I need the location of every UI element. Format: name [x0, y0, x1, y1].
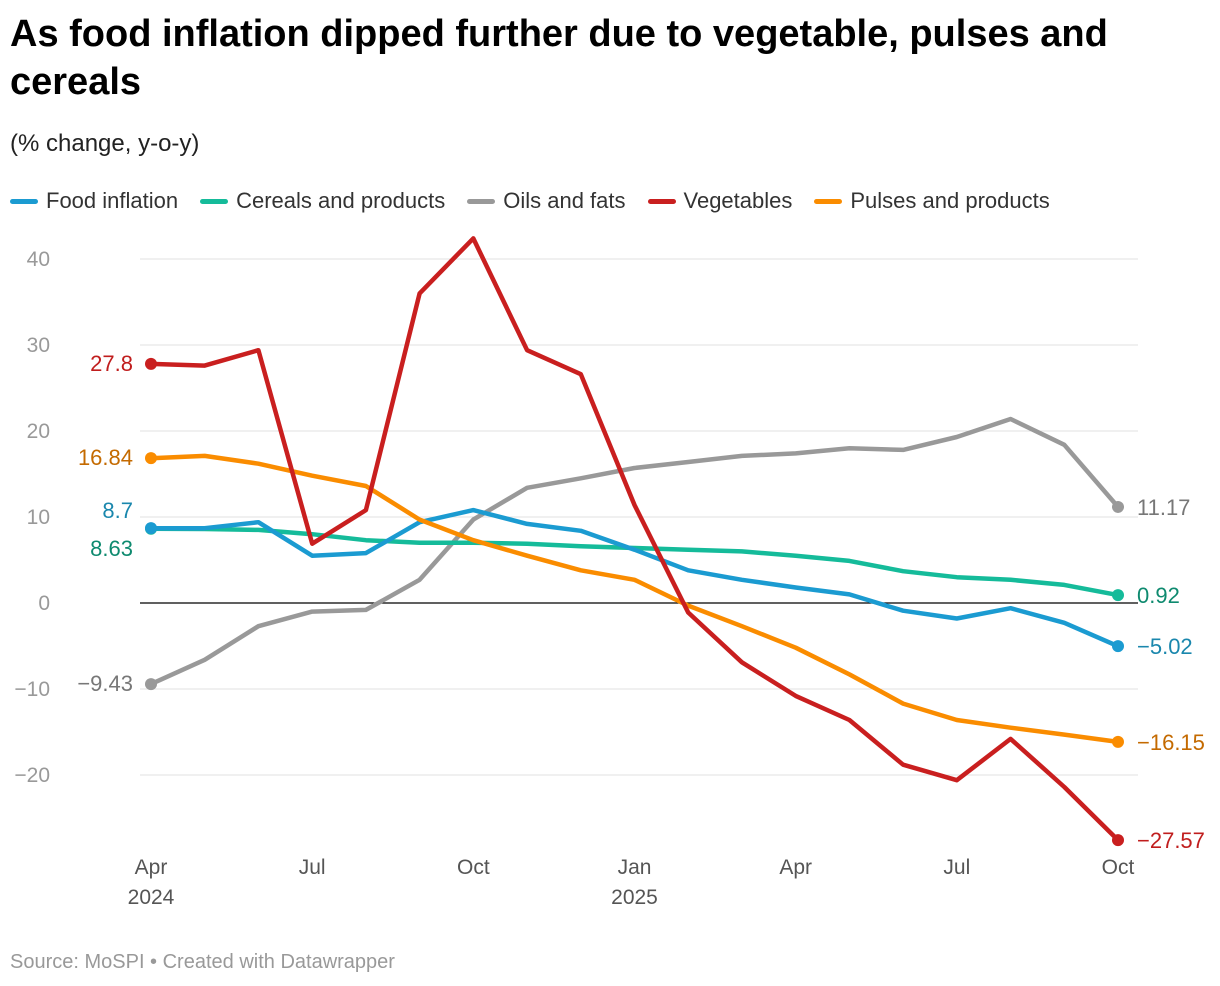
- legend-swatch: [10, 198, 38, 204]
- legend-item: Pulses and products: [814, 188, 1050, 214]
- legend-swatch: [467, 198, 496, 204]
- legend-label: Oils and fats: [503, 188, 626, 213]
- x-tick-label: Jul: [299, 856, 326, 879]
- data-label-start: 27.8: [90, 351, 133, 376]
- x-tick-label: Apr: [779, 856, 812, 879]
- data-point-start: [145, 522, 157, 535]
- data-point-end: [1112, 500, 1124, 513]
- legend-swatch: [200, 198, 229, 204]
- x-tick-label: Apr: [135, 856, 168, 879]
- data-point-end: [1112, 735, 1124, 748]
- data-point-start: [145, 452, 157, 465]
- y-tick-label: −20: [14, 764, 50, 787]
- chart-title: As food inflation dipped further due to …: [10, 13, 1108, 103]
- x-tick-label: Jan: [618, 856, 652, 879]
- data-label-end: 0.92: [1137, 583, 1180, 608]
- legend-label: Vegetables: [683, 188, 793, 213]
- chart-subtitle: (% change, y-o-y): [10, 130, 200, 157]
- data-point-start: [145, 678, 157, 691]
- legend-label: Food inflation: [46, 188, 179, 213]
- legend-item: Oils and fats: [467, 188, 626, 214]
- legend-item: Vegetables: [647, 188, 793, 214]
- x-tick-label: Jul: [943, 856, 970, 879]
- x-tick-year: 2025: [611, 886, 658, 909]
- data-label-end: −27.57: [1137, 828, 1205, 853]
- y-tick-label: 30: [27, 334, 50, 357]
- data-point-end: [1112, 834, 1124, 847]
- data-point-end: [1112, 589, 1124, 602]
- legend-swatch: [814, 198, 843, 204]
- y-tick-label: −10: [14, 678, 50, 701]
- y-tick-label: 40: [27, 248, 50, 271]
- y-tick-label: 10: [27, 506, 50, 529]
- data-label-end: 11.17: [1137, 495, 1190, 520]
- data-label-end: −16.15: [1137, 730, 1205, 755]
- series-line-cereals-and-products: [148, 526, 1121, 598]
- data-point-start: [145, 357, 157, 370]
- x-tick-year: 2024: [128, 886, 175, 909]
- series-line-pulses-and-products: [148, 453, 1121, 745]
- y-tick-label: 20: [27, 420, 50, 443]
- series-line-food-inflation: [148, 507, 1121, 649]
- series-line-vegetables: [148, 236, 1121, 843]
- legend-item: Cereals and products: [200, 188, 445, 214]
- legend: Food inflation Cereals and products Oils a…: [10, 188, 1050, 214]
- data-point-end: [1112, 640, 1124, 653]
- data-label-end: −5.02: [1137, 634, 1193, 659]
- legend-swatch: [647, 198, 676, 204]
- data-label-start: −9.43: [77, 671, 133, 696]
- legend-label: Pulses and products: [850, 188, 1050, 213]
- legend-item: Food inflation: [10, 188, 178, 214]
- y-tick-label: 0: [38, 592, 50, 615]
- source-note: Source: MoSPI • Created with Datawrapper: [10, 951, 395, 973]
- legend-label: Cereals and products: [236, 188, 446, 213]
- x-tick-label: Oct: [457, 856, 490, 879]
- data-label-start: 8.63: [90, 536, 133, 561]
- data-label-start: 16.84: [78, 445, 133, 470]
- series-line-oils-and-fats: [148, 416, 1121, 687]
- data-label-start: 8.7: [102, 498, 133, 523]
- x-tick-label: Oct: [1102, 856, 1135, 879]
